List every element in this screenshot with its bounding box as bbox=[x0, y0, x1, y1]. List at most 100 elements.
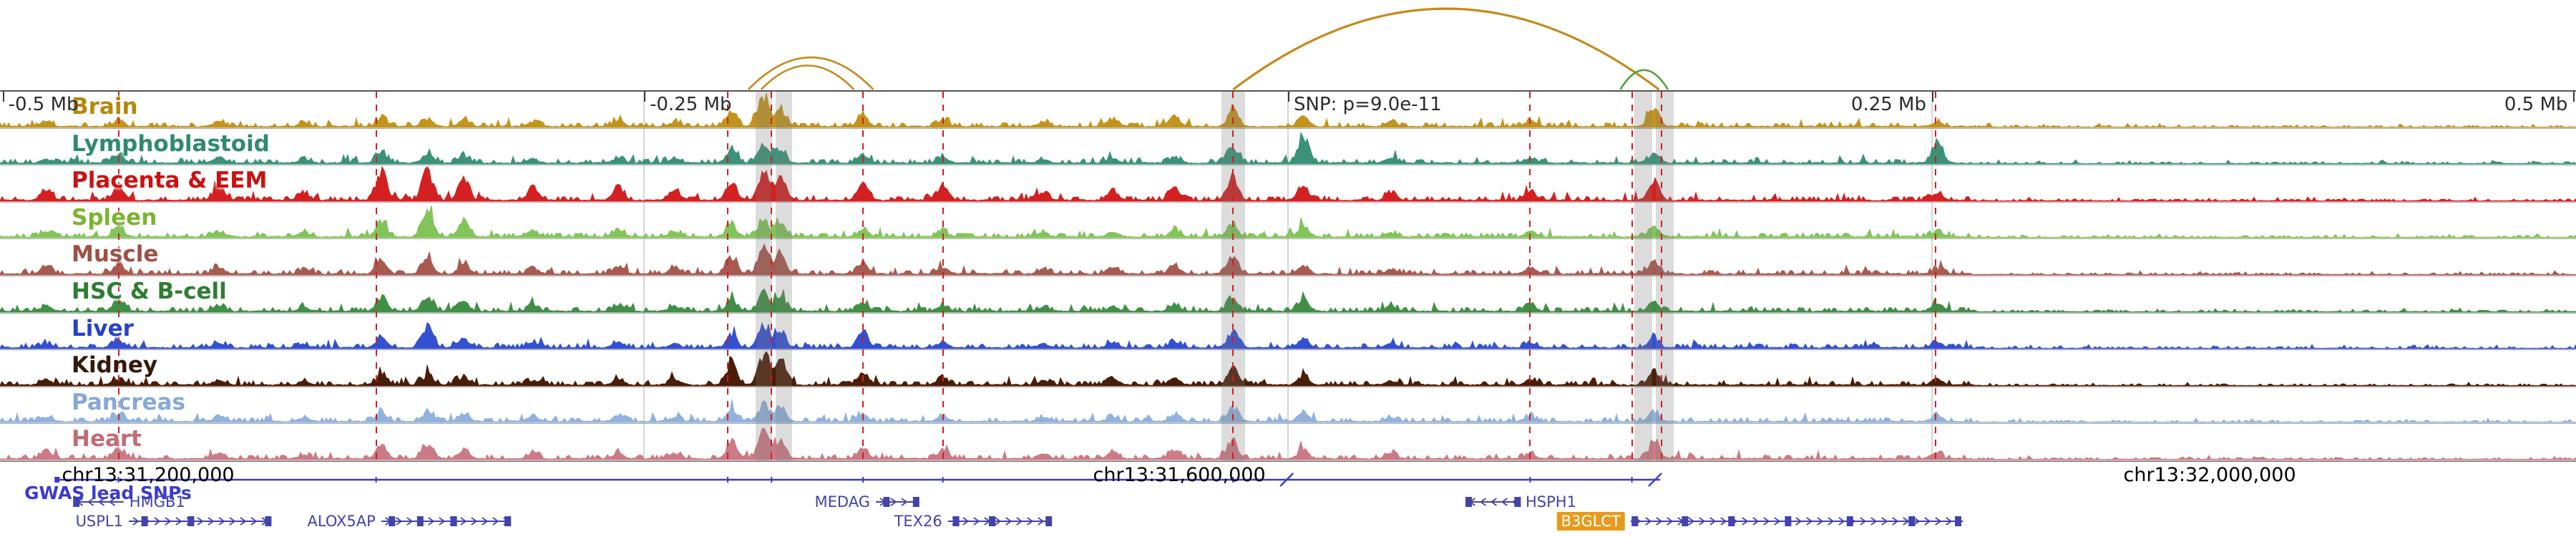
track-row-kidney bbox=[0, 350, 2576, 387]
lead-snp-dashed-line bbox=[1661, 92, 1662, 461]
strand-chevron bbox=[482, 517, 489, 526]
strand-chevron bbox=[460, 517, 467, 526]
strand-chevron bbox=[98, 498, 105, 506]
strand-chevron bbox=[1935, 517, 1942, 526]
signal-area bbox=[0, 350, 2576, 387]
strand-chevron bbox=[1005, 517, 1013, 526]
exon-box bbox=[1514, 497, 1521, 507]
track-label-lymphoblastoid: Lymphoblastoid bbox=[72, 130, 270, 157]
gwas-lead-snps-track bbox=[54, 473, 1662, 487]
coordinate-label-center: chr13:31,600,000 bbox=[1093, 464, 1266, 486]
strand-chevron bbox=[1667, 517, 1674, 526]
exon-box bbox=[989, 516, 995, 526]
strand-chevron bbox=[1752, 517, 1760, 526]
gene-label-hmgb1: HMGB1 bbox=[129, 493, 185, 511]
signal-track-area: Brain Lymphoblastoid Placenta & EEM Spleen M… bbox=[0, 90, 2576, 462]
strand-chevron bbox=[1763, 517, 1770, 526]
strand-chevron bbox=[1828, 517, 1835, 526]
highlight-band bbox=[1634, 92, 1652, 461]
strand-chevron bbox=[1490, 498, 1497, 506]
lead-snp-dashed-line bbox=[1934, 92, 1936, 461]
exon-box bbox=[1846, 516, 1853, 526]
gene-b3glct bbox=[1630, 516, 1963, 526]
strand-chevron bbox=[1709, 517, 1717, 526]
track-signal-muscle bbox=[0, 243, 2576, 276]
strand-chevron bbox=[492, 517, 499, 526]
signal-area bbox=[0, 165, 2576, 202]
gene-label-tex26: TEX26 bbox=[894, 513, 942, 530]
exon-box bbox=[1045, 516, 1053, 526]
strand-chevron bbox=[1838, 517, 1845, 526]
exon-box bbox=[73, 497, 80, 507]
track-row-brain bbox=[0, 92, 2576, 129]
highlight-band bbox=[1655, 92, 1674, 461]
strand-chevron bbox=[197, 517, 204, 526]
exon-box bbox=[952, 516, 960, 526]
strand-chevron bbox=[1817, 517, 1824, 526]
signal-area bbox=[0, 322, 2576, 349]
gene-medag bbox=[876, 497, 919, 507]
exon-box bbox=[1955, 516, 1961, 526]
ruler-tick bbox=[1288, 92, 1289, 102]
track-label-spleen: Spleen bbox=[72, 204, 157, 231]
track-row-placenta-eem bbox=[0, 165, 2576, 203]
gene-alox5ap bbox=[381, 516, 512, 526]
exon-box bbox=[883, 497, 890, 507]
signal-area bbox=[0, 92, 2576, 128]
lead-snp-dashed-line bbox=[375, 92, 377, 461]
loop-central-b bbox=[760, 64, 855, 90]
exon-box bbox=[504, 516, 512, 526]
gridline bbox=[643, 92, 645, 461]
strand-chevron bbox=[250, 517, 258, 526]
exon-box bbox=[1465, 497, 1472, 507]
strand-chevron bbox=[1645, 517, 1652, 526]
strand-chevron bbox=[109, 498, 116, 506]
strand-chevron bbox=[1913, 517, 1921, 526]
strand-chevron bbox=[1656, 517, 1663, 526]
lead-snp-dashed-line bbox=[862, 92, 864, 461]
track-row-muscle bbox=[0, 239, 2576, 276]
gene-label-hsph1: HSPH1 bbox=[1526, 493, 1576, 511]
highlight-band bbox=[776, 92, 793, 461]
ruler-tick bbox=[2, 92, 4, 102]
exon-box bbox=[1785, 516, 1792, 526]
strand-chevron bbox=[1027, 517, 1034, 526]
lead-snp-dashed-line bbox=[727, 92, 728, 461]
exon-box bbox=[450, 516, 457, 526]
gwas-lead-snps-label: GWAS lead SNPs bbox=[24, 483, 192, 503]
signal-area bbox=[0, 205, 2576, 239]
lead-snp-dashed-line bbox=[1232, 92, 1234, 461]
track-row-lymphoblastoid bbox=[0, 129, 2576, 166]
exon-box bbox=[1728, 516, 1735, 526]
strand-chevron bbox=[1946, 517, 1953, 526]
track-signal-kidney bbox=[0, 350, 2576, 387]
lead-snp-dashed-line bbox=[942, 92, 944, 461]
loop-central-a bbox=[747, 56, 874, 90]
track-label-heart: Heart bbox=[72, 426, 142, 453]
track-signal-lymphoblastoid bbox=[0, 131, 2576, 165]
strand-chevron bbox=[175, 517, 182, 526]
track-signal-heart bbox=[0, 427, 2576, 460]
strand-chevron bbox=[1881, 517, 1888, 526]
strand-chevron bbox=[229, 517, 236, 526]
track-label-liver: Liver bbox=[72, 315, 134, 342]
gene-tex26 bbox=[947, 516, 1053, 526]
strand-chevron bbox=[406, 517, 414, 526]
strand-chevron bbox=[240, 517, 247, 526]
strand-chevron bbox=[471, 517, 478, 526]
exon-box bbox=[265, 516, 272, 526]
exon-box bbox=[912, 497, 919, 507]
track-row-pancreas bbox=[0, 387, 2576, 425]
gene-label-medag: MEDAG bbox=[814, 493, 870, 511]
gene-label-uspl1: USPL1 bbox=[75, 513, 123, 530]
ruler-tick-label: 0.25 Mb bbox=[1850, 94, 1926, 115]
strand-chevron bbox=[439, 517, 446, 526]
strand-chevron bbox=[962, 517, 970, 526]
signal-area bbox=[0, 400, 2576, 423]
ruler-tick-label: SNP: p=9.0e-11 bbox=[1294, 94, 1442, 115]
ruler-tick-label: -0.25 Mb bbox=[650, 94, 732, 115]
strand-chevron bbox=[995, 517, 1002, 526]
strand-chevron bbox=[428, 517, 435, 526]
strand-chevron bbox=[396, 517, 403, 526]
strand-chevron bbox=[218, 517, 225, 526]
